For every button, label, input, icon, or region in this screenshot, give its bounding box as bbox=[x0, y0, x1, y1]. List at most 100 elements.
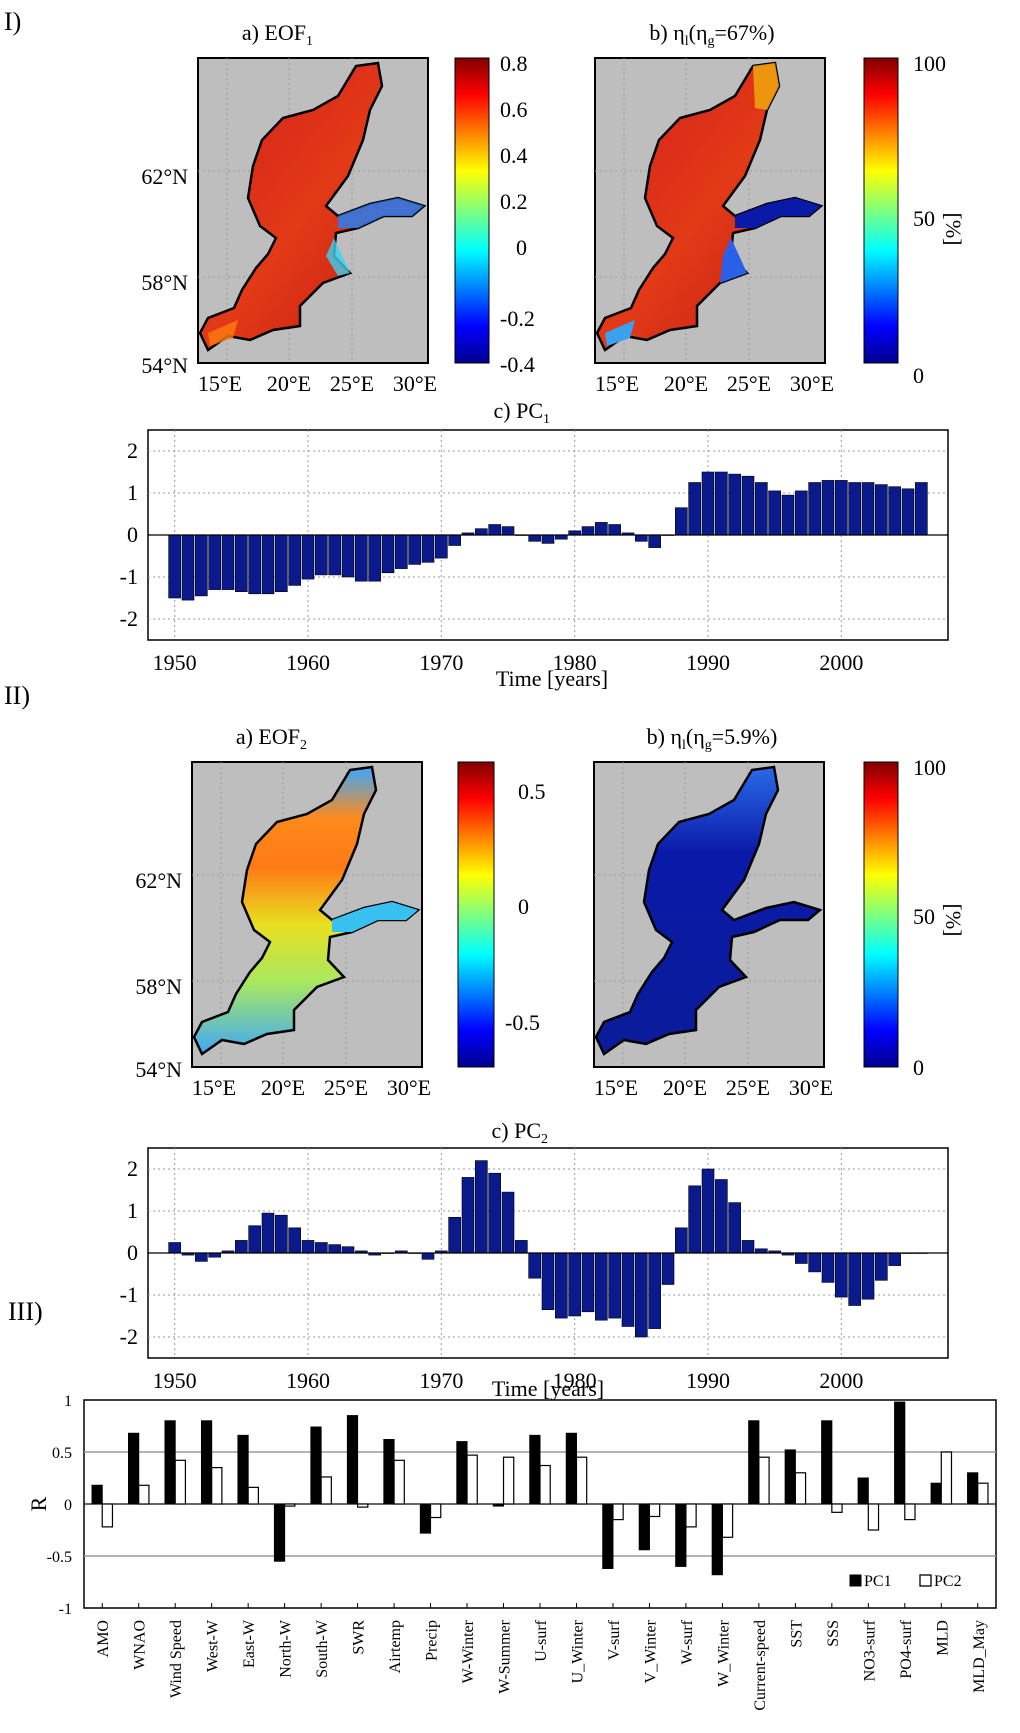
x-tick-label: 1970 bbox=[419, 650, 463, 675]
y-tick-label: -0.5 bbox=[47, 1549, 72, 1566]
bar-pc1 bbox=[784, 1449, 796, 1505]
category-label: V_Winter bbox=[642, 1619, 659, 1683]
bar bbox=[795, 1252, 808, 1264]
panel2-colorbar-a bbox=[457, 761, 495, 1068]
bar bbox=[315, 534, 328, 576]
bar bbox=[675, 507, 688, 536]
bar bbox=[341, 534, 355, 578]
category-label: AMO bbox=[95, 1620, 112, 1657]
bar-pc1 bbox=[237, 1434, 249, 1505]
lon-tick: 30°E bbox=[393, 371, 437, 396]
y-tick-label: 0 bbox=[64, 1497, 72, 1514]
bar bbox=[875, 484, 888, 536]
bar bbox=[235, 534, 248, 593]
pc2-xlabel: Time [years] bbox=[492, 1376, 604, 1401]
y-axis-label: R bbox=[26, 1496, 51, 1511]
bar bbox=[288, 534, 301, 586]
lon-tick: 25°E bbox=[727, 371, 771, 396]
bar bbox=[248, 1225, 261, 1254]
section-label-1: I) bbox=[4, 7, 21, 36]
bar-pc1 bbox=[748, 1420, 760, 1505]
category-label: Current-speed bbox=[752, 1620, 769, 1711]
legend-swatch-pc1 bbox=[849, 1574, 862, 1587]
bar-pc1 bbox=[383, 1439, 395, 1505]
cbar-b-tick: 50 bbox=[913, 904, 935, 929]
bar bbox=[395, 534, 408, 569]
x-tick-label: 1950 bbox=[153, 650, 197, 675]
bar bbox=[581, 526, 595, 536]
category-label: SWR bbox=[351, 1620, 368, 1655]
bar bbox=[661, 1252, 675, 1285]
bar-pc1 bbox=[346, 1415, 359, 1505]
bar-pc1 bbox=[91, 1484, 103, 1505]
bar-pc1 bbox=[565, 1432, 577, 1505]
bar-pc2 bbox=[867, 1503, 880, 1531]
y-tick-label: 2 bbox=[127, 1156, 138, 1181]
bar bbox=[728, 473, 741, 536]
bar bbox=[261, 534, 275, 595]
category-label: South-W bbox=[314, 1619, 331, 1678]
section-label-3: III) bbox=[8, 1297, 43, 1326]
bar bbox=[568, 1252, 581, 1317]
x-tick-label: 1960 bbox=[286, 1368, 330, 1393]
x-tick-label: 2000 bbox=[819, 650, 863, 675]
lon-tick: 30°E bbox=[387, 1075, 431, 1100]
pc1-title: c) PC1 bbox=[494, 398, 551, 427]
cbar-tick: 0.5 bbox=[518, 779, 546, 804]
cbar-b-tick: 0 bbox=[913, 1055, 924, 1080]
panel1-map-b-title: b) ηl(ηg=67%) bbox=[649, 20, 774, 49]
bar-pc2 bbox=[794, 1472, 807, 1505]
lon-tick: 15°E bbox=[595, 371, 639, 396]
bar bbox=[301, 1240, 315, 1254]
bar-pc2 bbox=[648, 1503, 661, 1518]
bar-pc2 bbox=[138, 1484, 150, 1505]
x-tick-label: 1990 bbox=[686, 1368, 730, 1393]
cbar-b-tick: 0 bbox=[913, 363, 924, 388]
bar bbox=[168, 1242, 181, 1254]
category-label: MLD bbox=[934, 1620, 951, 1656]
bar bbox=[381, 534, 395, 574]
category-label: V-surf bbox=[606, 1619, 623, 1660]
cbar-b-tick: 100 bbox=[913, 755, 946, 780]
bar bbox=[195, 1252, 208, 1262]
bar bbox=[168, 534, 181, 599]
bar bbox=[755, 1248, 768, 1254]
y-tick-label: 0 bbox=[127, 522, 138, 547]
bar-pc1 bbox=[638, 1503, 650, 1551]
category-label: Precip bbox=[424, 1620, 441, 1661]
bar bbox=[715, 471, 728, 536]
category-label: SSS bbox=[825, 1620, 842, 1647]
lat-tick: 62°N bbox=[135, 868, 182, 893]
bar bbox=[635, 1252, 648, 1338]
category-label: WNAO bbox=[132, 1620, 149, 1670]
bar-pc1 bbox=[675, 1503, 687, 1567]
panel2-map-b-title: b) ηl(ηg=5.9%) bbox=[647, 724, 778, 753]
bar bbox=[528, 1252, 541, 1279]
cbar-b-tick: 100 bbox=[913, 51, 946, 76]
x-tick-label: 1970 bbox=[419, 1368, 463, 1393]
bar bbox=[861, 482, 875, 536]
bar-pc2 bbox=[320, 1476, 332, 1505]
bar-pc1 bbox=[857, 1477, 869, 1505]
lon-tick: 25°E bbox=[324, 1075, 368, 1100]
lon-tick: 15°E bbox=[192, 1075, 236, 1100]
bar bbox=[648, 534, 661, 548]
bar bbox=[515, 1240, 528, 1254]
x-tick-label: 1960 bbox=[286, 650, 330, 675]
bar bbox=[835, 480, 848, 536]
legend-label-pc2: PC2 bbox=[934, 1573, 962, 1590]
bar bbox=[235, 1240, 248, 1254]
bar-pc2 bbox=[758, 1456, 770, 1505]
bar-pc1 bbox=[894, 1401, 906, 1505]
bar bbox=[501, 1191, 515, 1254]
bar bbox=[448, 534, 461, 546]
bar bbox=[781, 494, 795, 536]
bar bbox=[741, 1240, 755, 1254]
category-label: U_Winter bbox=[569, 1619, 586, 1683]
bar bbox=[635, 534, 648, 542]
correlation-chart: 1 0.5 0 -0.5 -1 R AMO WNAO Wind Speed West-W East-… bbox=[26, 1393, 997, 1711]
x-tick-label: 2000 bbox=[819, 1368, 863, 1393]
bar bbox=[275, 534, 288, 593]
x-tick-label: 1950 bbox=[153, 1368, 197, 1393]
